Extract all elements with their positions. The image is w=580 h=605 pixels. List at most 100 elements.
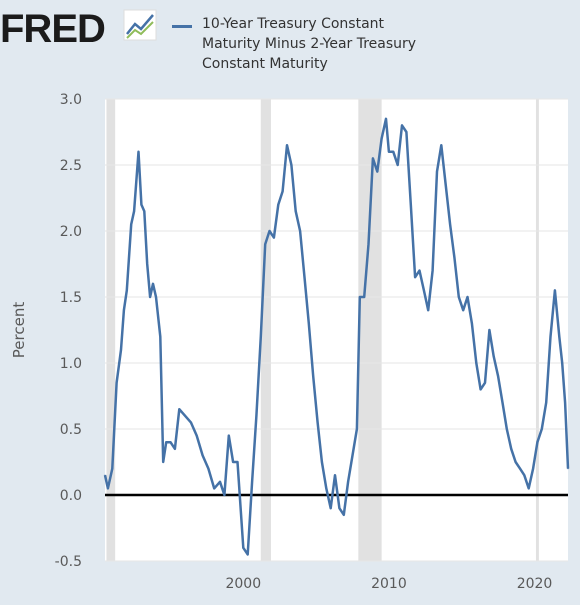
- data-point: [213, 487, 215, 489]
- chart-glyph-icon: [123, 9, 157, 41]
- data-point: [303, 276, 306, 278]
- data-point: [549, 336, 552, 338]
- data-point: [363, 296, 365, 298]
- data-point: [130, 223, 132, 225]
- x-tick-label: 2020: [517, 576, 553, 592]
- data-point: [440, 144, 442, 146]
- data-point: [558, 336, 560, 338]
- data-point: [528, 487, 530, 489]
- data-point: [510, 448, 512, 450]
- recession-band: [358, 99, 382, 561]
- y-tick-label: 0.5: [60, 422, 82, 438]
- chart-header: FRED 10-Year Treasury Constant Maturity …: [0, 0, 580, 92]
- data-point: [462, 309, 464, 311]
- data-point: [445, 184, 447, 186]
- data-point: [351, 454, 354, 456]
- data-point: [356, 428, 358, 430]
- data-point: [190, 421, 192, 423]
- data-point: [308, 322, 310, 324]
- data-point: [286, 144, 288, 146]
- data-point: [436, 171, 438, 173]
- data-point: [184, 415, 186, 417]
- data-point: [242, 547, 244, 549]
- data-point: [397, 164, 399, 166]
- data-point: [264, 243, 266, 245]
- data-point: [146, 263, 148, 265]
- data-point: [140, 204, 142, 206]
- data-point: [162, 461, 164, 463]
- recession-band: [260, 99, 271, 561]
- y-tick-label: -0.5: [55, 554, 82, 570]
- data-point: [532, 468, 534, 470]
- data-point: [312, 375, 314, 377]
- data-point: [325, 487, 327, 489]
- data-point: [207, 468, 209, 470]
- data-point: [219, 481, 221, 483]
- data-point: [401, 124, 403, 126]
- data-point: [107, 487, 109, 489]
- data-point: [431, 270, 434, 272]
- data-point: [347, 481, 349, 483]
- data-point: [475, 362, 477, 364]
- data-point: [247, 553, 249, 556]
- data-point: [111, 468, 113, 470]
- data-point: [385, 118, 387, 120]
- y-tick-label: 1.0: [60, 356, 82, 372]
- fred-logo[interactable]: FRED: [0, 4, 160, 48]
- recession-band: [535, 99, 539, 561]
- data-point: [506, 428, 508, 430]
- data-point: [290, 164, 292, 166]
- data-point: [471, 322, 473, 324]
- data-point: [126, 289, 128, 291]
- series-points: [104, 118, 569, 556]
- y-tick-labels: -0.5 0.0 0.5 1.0 1.5 2.0 2.5 3.0: [55, 92, 82, 570]
- data-point: [174, 448, 176, 450]
- data-point: [159, 336, 161, 338]
- data-point: [497, 375, 499, 377]
- data-point: [514, 461, 517, 463]
- y-tick-label: 0.0: [60, 488, 82, 504]
- data-point: [255, 415, 258, 417]
- data-point: [343, 514, 345, 516]
- data-point: [381, 138, 383, 140]
- data-point: [120, 349, 122, 351]
- y-tick-label: 2.5: [60, 158, 82, 174]
- data-point: [334, 474, 336, 476]
- recession-bands: [106, 99, 539, 561]
- data-point: [133, 210, 135, 212]
- recession-band: [106, 99, 116, 561]
- series-line: [103, 117, 570, 556]
- data-point: [152, 283, 154, 285]
- data-point: [155, 296, 157, 298]
- data-point: [260, 336, 262, 338]
- data-point: [321, 461, 323, 463]
- data-point: [405, 131, 407, 133]
- data-point: [414, 276, 416, 278]
- data-point: [178, 408, 180, 410]
- data-point: [427, 309, 429, 311]
- data-point: [523, 474, 525, 476]
- data-point: [196, 435, 198, 437]
- data-point: [169, 441, 172, 443]
- data-point: [299, 230, 301, 232]
- data-point: [116, 382, 118, 384]
- data-point: [236, 461, 239, 463]
- data-point: [282, 190, 284, 192]
- data-point: [228, 435, 230, 437]
- data-point: [338, 507, 341, 509]
- data-point: [143, 210, 145, 212]
- data-point: [564, 402, 566, 404]
- data-point: [330, 507, 332, 509]
- data-point: [295, 210, 297, 212]
- data-point: [201, 454, 204, 456]
- data-point: [480, 388, 482, 390]
- y-axis-label: Percent: [10, 302, 28, 359]
- y-tick-label: 1.5: [60, 290, 82, 306]
- data-point: [273, 237, 275, 239]
- x-tick-label: 2000: [225, 576, 261, 592]
- data-point: [541, 428, 543, 430]
- legend-swatch: [172, 25, 192, 28]
- data-point: [123, 309, 125, 311]
- data-point: [316, 421, 319, 423]
